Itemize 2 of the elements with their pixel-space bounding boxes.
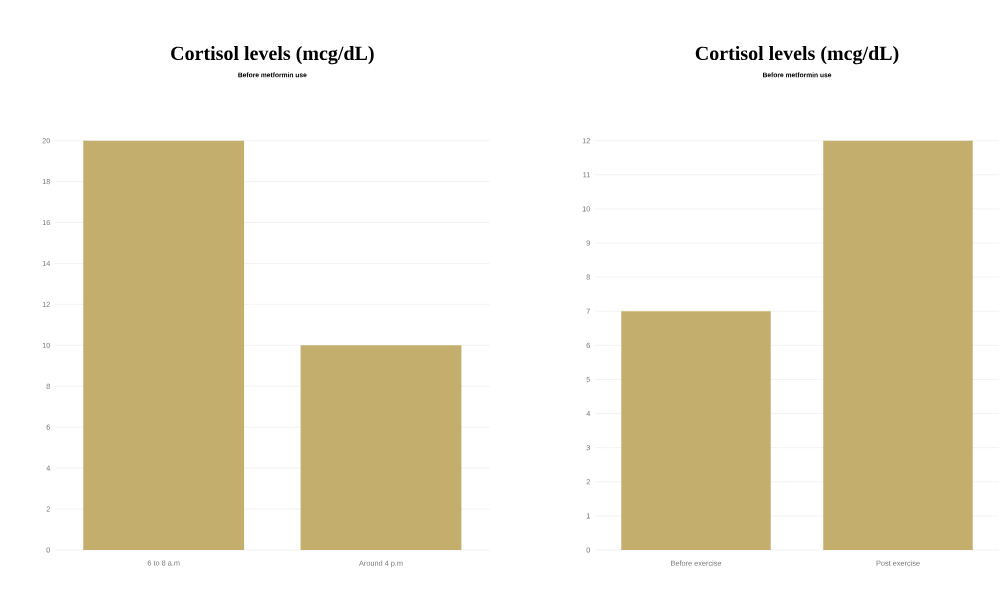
chart-title: Cortisol levels (mcg/dL) — [695, 46, 899, 65]
chart-title: Cortisol levels (mcg/dL) — [171, 46, 374, 65]
